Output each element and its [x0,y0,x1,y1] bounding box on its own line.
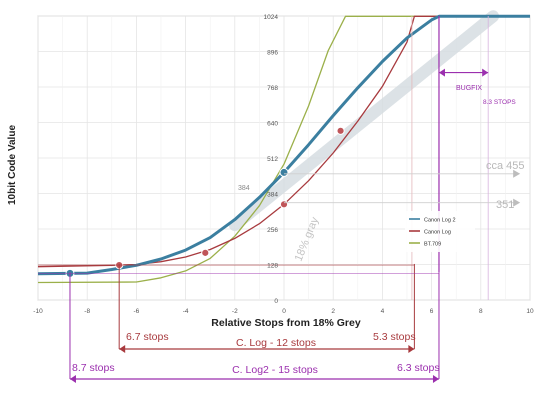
tick-layer: -10 -8 -6 -4 -2 0 2 4 6 8 10 0 128 256 384 512 640 768 896… [33,14,534,315]
label-cca455: cca 455 [486,160,525,172]
plot-grid [37,15,531,301]
marker-layer [65,126,345,278]
span-arrow-clog2-head-right [432,375,439,383]
x-tick-label: 2 [331,308,335,315]
span-arrow-bugfix-head-left [438,68,445,77]
y-tick-label: 128 [267,263,278,270]
pointer-head-cca455 [513,169,521,178]
label-clog-span: C. Log - 12 stops [236,337,316,349]
x-tick-label: 4 [381,308,385,315]
label-clog-high: 5.3 stops [373,331,416,343]
span-arrow-clog-head-right [408,345,415,353]
label-384: 384 [238,185,250,192]
legend-label: Canon Log 2 [424,218,456,224]
y-tick-label: 640 [267,121,278,128]
x-tick-label: -6 [134,308,140,315]
x-tick-label: 6 [430,308,434,315]
data-marker [336,126,345,135]
label-clog2-span: C. Log2 - 15 stops [232,364,318,376]
label-clog2-low: 8.7 stops [72,362,115,374]
legend-label: BT.709 [424,242,441,248]
label-351: 351 [496,199,514,211]
series-layer [37,14,530,284]
x-tick-label: -4 [183,308,189,315]
y-tick-label: 384 [267,192,278,199]
gray-band-layer [228,10,500,232]
y-tick-label: 896 [267,50,278,57]
y-tick-label: 256 [267,227,278,234]
series-line-bt-709 [37,15,530,284]
gray-band [228,10,500,232]
span-arrow-clog2-head-left [69,375,76,383]
data-marker [201,248,210,257]
x-tick-label: 0 [282,308,286,315]
span-arrow-bugfix-head-right [482,68,489,77]
y-tick-label: 512 [267,156,278,163]
data-marker [279,167,289,177]
y-tick-label: 1024 [264,14,279,21]
span-arrow-clog-head-left [119,345,126,353]
y-tick-label: 768 [267,85,278,92]
label-clog2-high: 6.3 stops [397,362,440,374]
y-axis-label: 10bit Code Value [7,125,18,205]
x-tick-label: -8 [84,308,90,315]
x-tick-label: -10 [33,308,43,315]
label-bugfix: BUGFIX [456,85,482,92]
label-8-3-stops: 8.3 STOPS [483,99,516,106]
legend-label: Canon Log [424,230,451,236]
pointer-head-351 [513,198,521,207]
y-tick-label: 0 [274,298,278,305]
label-clog-low: 6.7 stops [126,331,169,343]
legend: Canon Log 2 Canon Log BT.709 [405,211,475,252]
x-tick-label: 8 [479,308,483,315]
x-tick-label: 10 [526,308,534,315]
data-marker [279,200,289,209]
x-tick-label: -2 [232,308,238,315]
series-line-canon-log-2 [37,14,530,276]
x-axis-label: Relative Stops from 18% Grey [211,317,361,329]
